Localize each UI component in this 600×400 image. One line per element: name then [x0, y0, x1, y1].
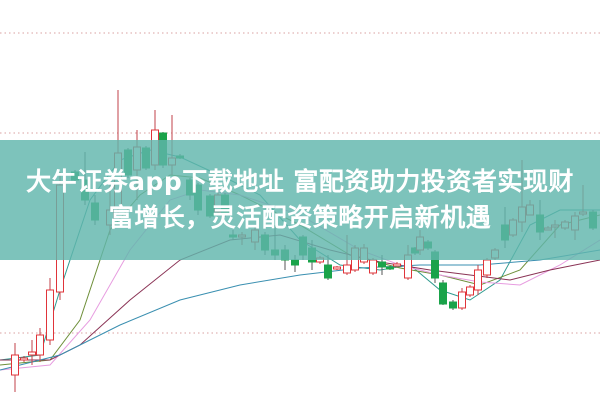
- banner-title-line-1: 大牛证券app下载地址 富配资助力投资者实现财: [26, 167, 574, 196]
- candle-body: [324, 264, 332, 279]
- candle-body: [20, 357, 28, 361]
- candle-body: [474, 269, 482, 291]
- candle-body: [449, 301, 457, 309]
- candle-body: [439, 282, 447, 305]
- title-banner: 大牛证券app下载地址 富配资助力投资者实现财 富增长，灵活配资策略开启新机遇: [0, 140, 600, 260]
- candle-body: [466, 286, 474, 296]
- candle-body: [46, 289, 54, 341]
- candle-body: [343, 264, 351, 274]
- banner-title-line-2: 富增长，灵活配资策略开启新机遇: [108, 203, 492, 232]
- candle-body: [291, 259, 299, 266]
- candle-body: [36, 334, 44, 356]
- candle-body: [369, 259, 377, 274]
- candle-body: [11, 354, 19, 376]
- candle-body: [28, 351, 36, 356]
- candle-body: [458, 291, 466, 309]
- candle-body: [483, 259, 491, 276]
- candle-body: [393, 263, 401, 267]
- candle-body: [378, 261, 386, 268]
- candle-body: [333, 266, 341, 270]
- candle-body: [386, 266, 394, 270]
- moving-average-line: [0, 249, 600, 371]
